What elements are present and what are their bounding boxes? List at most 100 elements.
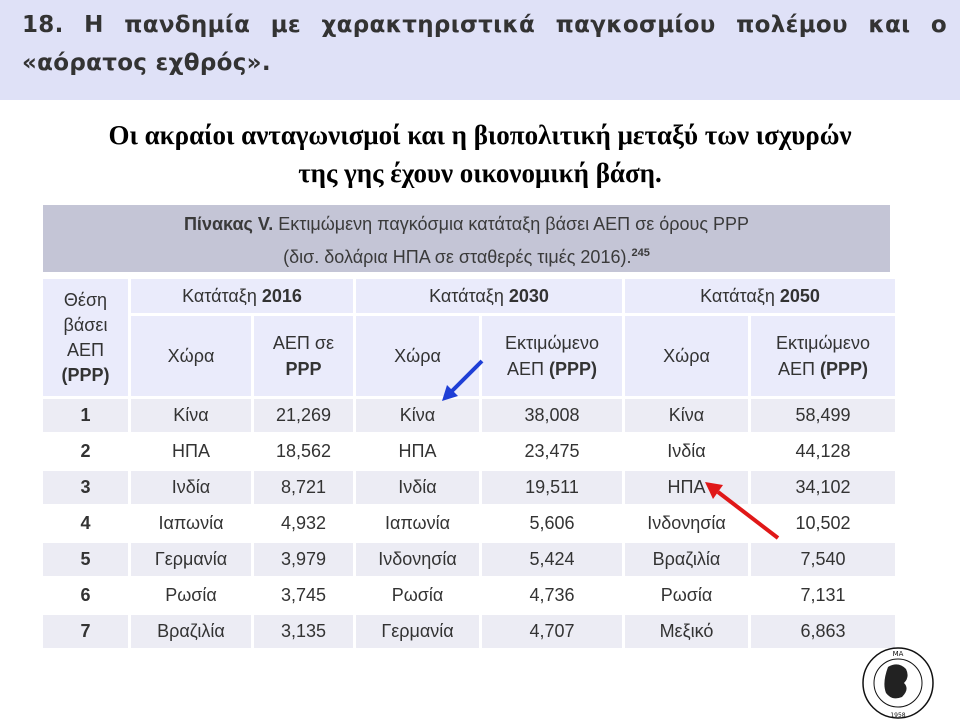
country-2016-cell: Βραζιλία — [131, 615, 251, 648]
group-year: 2016 — [261, 285, 302, 306]
gdp-table: Θέση βάσει ΑΕΠ (PPP) Κατάταξη 2016 Κατάτ… — [40, 276, 898, 651]
logo-badge-text: ΜΑ — [893, 650, 904, 658]
gdp-2030-cell: 5,606 — [482, 507, 622, 540]
country-header: Χώρα — [131, 316, 251, 396]
gdp-2030-cell: 23,475 — [482, 435, 622, 468]
country-header: Χώρα — [625, 316, 748, 396]
table-row: 6 Ρωσία 3,745 Ρωσία 4,736 Ρωσία 7,131 — [43, 579, 895, 612]
subtitle-line-2: της γης έχουν οικονομική βάση. — [298, 158, 662, 188]
caption-text-2: (δισ. δολάρια ΗΠΑ σε σταθερές τιμές 2016… — [283, 247, 632, 267]
subtitle-line-1: Οι ακραίοι ανταγωνισμοί και η βιοπολιτικ… — [108, 120, 852, 150]
table-row: 2 ΗΠΑ 18,562 ΗΠΑ 23,475 Ινδία 44,128 — [43, 435, 895, 468]
table-row: 3 Ινδία 8,721 Ινδία 19,511 ΗΠΑ 34,102 — [43, 471, 895, 504]
rank-header-line: βάσει — [63, 314, 108, 335]
table-row: 1 Κίνα 21,269 Κίνα 38,008 Κίνα 58,499 — [43, 399, 895, 432]
rank-header-line: ΑΕΠ — [66, 339, 104, 360]
table-row: 7 Βραζιλία 3,135 Γερμανία 4,707 Μεξικό 6,863 — [43, 615, 895, 648]
country-header: Χώρα — [356, 316, 479, 396]
gdp-2016-cell: 3,979 — [254, 543, 353, 576]
gdp-2016-cell: 3,135 — [254, 615, 353, 648]
header-line: ΑΕΠ σε — [272, 333, 335, 353]
gdp-2016-cell: 3,745 — [254, 579, 353, 612]
gdp-2030-cell: 4,736 — [482, 579, 622, 612]
caption-text-1: Εκτιμώμενη παγκόσμια κατάταξη βάσει ΑΕΠ … — [273, 214, 750, 234]
gdp-header-2016: ΑΕΠ σε PPP — [254, 316, 353, 396]
group-header-2016: Κατάταξη 2016 — [131, 279, 353, 313]
country-2016-cell: Γερμανία — [131, 543, 251, 576]
gdp-2016-cell: 8,721 — [254, 471, 353, 504]
country-2050-cell: Ινδονησία — [625, 507, 748, 540]
rank-header-line: Θέση — [63, 289, 108, 310]
gdp-2016-cell: 21,269 — [254, 399, 353, 432]
country-2050-cell: Βραζιλία — [625, 543, 748, 576]
gdp-2016-cell: 18,562 — [254, 435, 353, 468]
rank-cell: 1 — [43, 399, 128, 432]
header-line: (PPP) — [549, 359, 598, 379]
country-2030-cell: Κίνα — [356, 399, 479, 432]
country-2016-cell: Ιαπωνία — [131, 507, 251, 540]
country-2030-cell: ΗΠΑ — [356, 435, 479, 468]
blue-arrow-icon — [442, 359, 484, 401]
rank-cell: 7 — [43, 615, 128, 648]
table-body: 1 Κίνα 21,269 Κίνα 38,008 Κίνα 58,499 2 ΗΠΑ 18,56… — [43, 399, 895, 648]
organization-logo: ΜΑ 1958 — [862, 647, 934, 719]
group-label: Κατάταξη — [429, 285, 509, 306]
slide-header: 18. Η πανδημία με χαρακτηριστικά παγκοσμ… — [0, 0, 960, 100]
rank-cell: 5 — [43, 543, 128, 576]
header-line: Εκτιμώμενο — [505, 333, 599, 353]
rank-cell: 2 — [43, 435, 128, 468]
rank-cell: 3 — [43, 471, 128, 504]
country-2030-cell: Ινδονησία — [356, 543, 479, 576]
country-2016-cell: Ινδία — [131, 471, 251, 504]
group-year: 2050 — [779, 285, 820, 306]
country-2050-cell: Ινδία — [625, 435, 748, 468]
header-line: ΑΕΠ — [777, 359, 820, 379]
gdp-2030-cell: 4,707 — [482, 615, 622, 648]
gdp-2050-cell: 7,540 — [751, 543, 895, 576]
gdp-2030-cell: 5,424 — [482, 543, 622, 576]
header-line: Εκτιμώμενο — [776, 333, 870, 353]
country-2050-cell: Μεξικό — [625, 615, 748, 648]
header-line: PPP — [285, 359, 322, 379]
slide-subtitle: Οι ακραίοι ανταγωνισμοί και η βιοπολιτικ… — [0, 116, 960, 192]
group-label: Κατάταξη — [182, 285, 262, 306]
group-header-2030: Κατάταξη 2030 — [356, 279, 622, 313]
caption-label: Πίνακας V. — [183, 214, 274, 234]
rank-header: Θέση βάσει ΑΕΠ (PPP) — [43, 279, 128, 396]
country-2030-cell: Ιαπωνία — [356, 507, 479, 540]
group-label: Κατάταξη — [700, 285, 780, 306]
logo-year: 1958 — [890, 712, 905, 719]
country-2030-cell: Ινδία — [356, 471, 479, 504]
country-2030-cell: Ρωσία — [356, 579, 479, 612]
header-line: (PPP) — [820, 359, 869, 379]
rank-cell: 4 — [43, 507, 128, 540]
table-row: 5 Γερμανία 3,979 Ινδονησία 5,424 Βραζιλία 7,54… — [43, 543, 895, 576]
slide-title: 18. Η πανδημία με χαρακτηριστικά παγκοσμ… — [22, 12, 947, 76]
gdp-2050-cell: 10,502 — [751, 507, 895, 540]
gdp-header-2030: Εκτιμώμενο ΑΕΠ (PPP) — [482, 316, 622, 396]
caption-footnote: 245 — [631, 247, 650, 259]
gdp-2030-cell: 19,511 — [482, 471, 622, 504]
gdp-ranking-table: Πίνακας V. Εκτιμώμενη παγκόσμια κατάταξη… — [43, 205, 895, 648]
rank-cell: 6 — [43, 579, 128, 612]
header-line: ΑΕΠ — [506, 359, 549, 379]
gdp-2050-cell: 58,499 — [751, 399, 895, 432]
table-row: 4 Ιαπωνία 4,932 Ιαπωνία 5,606 Ινδονησία 10,502 — [43, 507, 895, 540]
country-2016-cell: Κίνα — [131, 399, 251, 432]
gdp-2030-cell: 38,008 — [482, 399, 622, 432]
rank-header-line: (PPP) — [61, 364, 110, 385]
country-2050-cell: Κίνα — [625, 399, 748, 432]
gdp-2050-cell: 34,102 — [751, 471, 895, 504]
country-2016-cell: ΗΠΑ — [131, 435, 251, 468]
country-2030-cell: Γερμανία — [356, 615, 479, 648]
country-2016-cell: Ρωσία — [131, 579, 251, 612]
gdp-header-2050: Εκτιμώμενο ΑΕΠ (PPP) — [751, 316, 895, 396]
gdp-2050-cell: 7,131 — [751, 579, 895, 612]
red-arrow-icon — [705, 482, 780, 540]
group-year: 2030 — [508, 285, 549, 306]
gdp-2050-cell: 44,128 — [751, 435, 895, 468]
gdp-2050-cell: 6,863 — [751, 615, 895, 648]
group-header-2050: Κατάταξη 2050 — [625, 279, 895, 313]
gdp-2016-cell: 4,932 — [254, 507, 353, 540]
country-2050-cell: Ρωσία — [625, 579, 748, 612]
